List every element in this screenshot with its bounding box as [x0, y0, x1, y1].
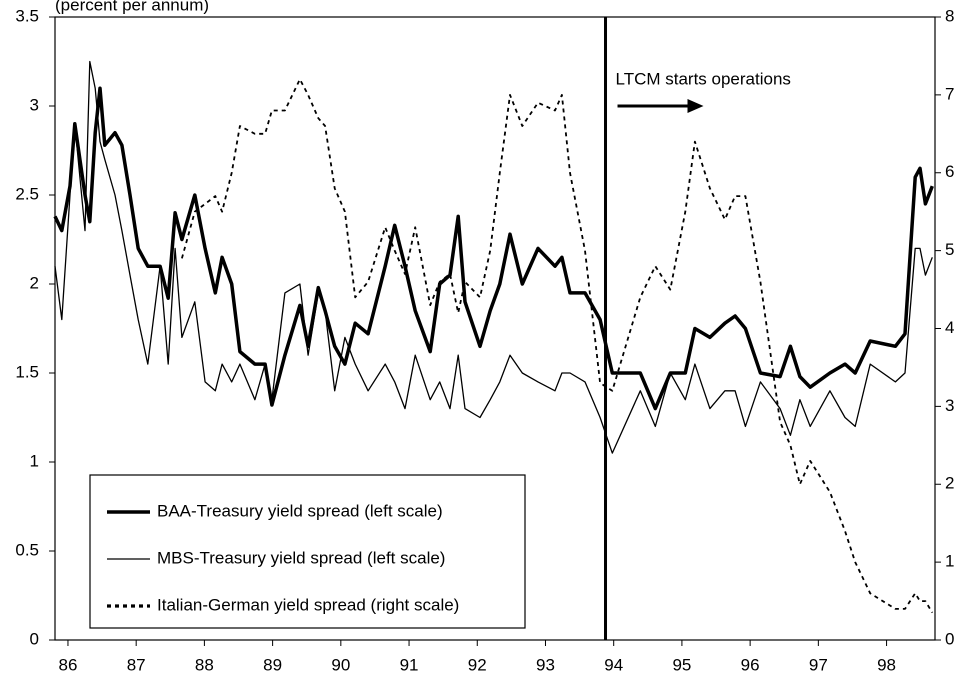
- y-tick-label: 1.5: [15, 362, 39, 381]
- x-tick-label: 91: [400, 655, 419, 674]
- y2-tick-label: 1: [945, 552, 954, 571]
- y-tick-label: 3.5: [15, 6, 39, 25]
- y-tick-label: 0.5: [15, 540, 39, 559]
- legend-label: MBS-Treasury yield spread (left scale): [157, 548, 445, 567]
- y-axis-label: (percent per annum): [55, 0, 209, 14]
- y2-tick-label: 0: [945, 629, 954, 648]
- y2-tick-label: 6: [945, 162, 954, 181]
- x-tick-label: 87: [127, 655, 146, 674]
- y-tick-label: 2.5: [15, 184, 39, 203]
- y2-tick-label: 7: [945, 84, 954, 103]
- legend-label: BAA-Treasury yield spread (left scale): [157, 501, 443, 520]
- series-line: [54, 60, 933, 454]
- annotation-arrowhead: [687, 99, 704, 113]
- y2-tick-label: 2: [945, 474, 954, 493]
- y2-tick-label: 8: [945, 6, 954, 25]
- y2-tick-label: 3: [945, 396, 954, 415]
- x-tick-label: 92: [468, 655, 487, 674]
- x-tick-label: 93: [536, 655, 555, 674]
- y-tick-label: 0: [30, 629, 39, 648]
- x-tick-label: 97: [809, 655, 828, 674]
- x-tick-label: 95: [672, 655, 691, 674]
- y-tick-label: 2: [30, 273, 39, 292]
- annotation: LTCM starts operations: [616, 69, 791, 88]
- legend-label: Italian-German yield spread (right scale…: [157, 595, 459, 614]
- series-line: [53, 86, 934, 411]
- legend-box: [89, 474, 526, 629]
- x-tick-label: 90: [331, 655, 350, 674]
- x-tick-label: 94: [604, 655, 623, 674]
- x-tick-label: 89: [263, 655, 282, 674]
- y-tick-label: 1: [30, 451, 39, 470]
- x-tick-label: 86: [59, 655, 78, 674]
- x-tick-label: 96: [741, 655, 760, 674]
- series-line: [181, 78, 934, 614]
- y-tick-label: 3: [30, 95, 39, 114]
- y2-tick-label: 5: [945, 240, 954, 259]
- x-tick-label: 98: [877, 655, 896, 674]
- y2-tick-label: 4: [945, 318, 954, 337]
- x-tick-label: 88: [195, 655, 214, 674]
